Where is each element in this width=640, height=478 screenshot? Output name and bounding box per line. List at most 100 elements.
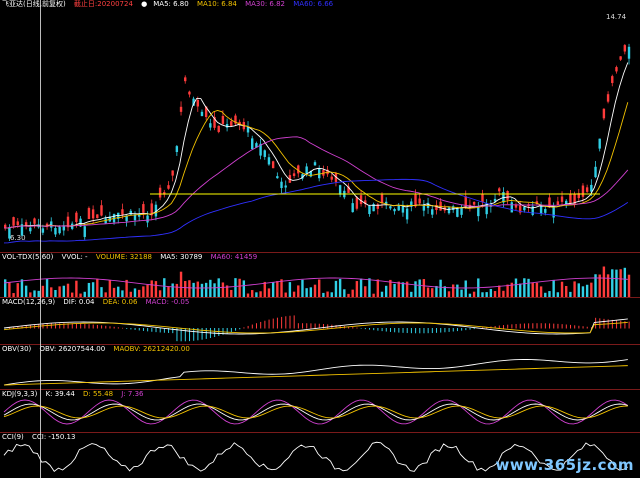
candle-body (615, 67, 618, 72)
volume-bar (271, 282, 275, 297)
macd-bar (616, 320, 618, 329)
volume-bar (611, 269, 614, 297)
candle-body (376, 204, 380, 209)
macd-bar (214, 328, 216, 338)
volume-bar (523, 278, 526, 297)
ma30-value: MA30: 6.82 (245, 0, 285, 8)
end-date: 截止日:20200724 (73, 0, 133, 8)
volume-bar (4, 279, 7, 297)
candle-body (359, 195, 363, 205)
k-value: K: 39.44 (45, 390, 75, 398)
volume-bar (384, 285, 388, 297)
macd-bar (553, 323, 555, 329)
candle-body (518, 205, 522, 213)
cci-panel[interactable]: CCI(9) CCI: -150.13 (0, 433, 640, 478)
candle-body (535, 201, 539, 205)
d-value: D: 55.48 (83, 390, 114, 398)
price-panel[interactable]: 飞亚达(日线,前复权) 截止日:20200724 ● MA5: 6.80 MA10… (0, 0, 640, 252)
macd-bar (189, 328, 191, 342)
kdj-chart[interactable] (0, 390, 640, 432)
candle-body (96, 214, 99, 219)
candle-body (217, 125, 220, 132)
candle-body (271, 161, 275, 169)
macd-bar (59, 323, 61, 329)
macd-panel[interactable]: MACD(12,26,9) DIF: 0.04 DEA: 0.06 MACD: … (0, 298, 640, 344)
macd-bar (80, 323, 82, 329)
volume-bar (288, 282, 292, 297)
macd-bar (239, 328, 241, 330)
ma10-line (3, 102, 629, 229)
volume-bar (347, 293, 350, 297)
volume-bar (171, 283, 174, 297)
candle-body (305, 166, 308, 174)
candle-body (246, 126, 250, 133)
volume-bar (598, 274, 601, 297)
volume-bar (66, 283, 70, 297)
macd-bar (8, 327, 10, 329)
volume-bar (569, 291, 572, 297)
obv-line (3, 359, 628, 386)
volume-bar (200, 283, 204, 297)
volume-bar (539, 286, 543, 297)
macd-bar (63, 323, 65, 329)
candle-body (230, 121, 233, 126)
candle-body (472, 201, 476, 205)
candle-body (79, 218, 82, 227)
volume-bar (50, 287, 53, 297)
macd-bar (151, 328, 153, 332)
vol-indicator-name: VOL-TDX(5,60) (2, 253, 54, 261)
volume-bar (146, 284, 149, 297)
volume-bar (443, 286, 446, 297)
candle-body (384, 201, 388, 204)
kdj-panel[interactable]: KDJ(9,3,3) K: 39.44 D: 55.48 J: 7.36 (0, 390, 640, 432)
volume-bar (585, 284, 589, 297)
macd-bar (276, 317, 278, 329)
price-chart[interactable] (0, 0, 640, 252)
candle-body (66, 216, 70, 228)
volume-chart[interactable] (0, 253, 640, 297)
candle-body (347, 186, 350, 193)
cci-header: CCI(9) CCI: -150.13 (2, 433, 81, 442)
macd-bar (528, 323, 530, 329)
macd-bar (473, 328, 475, 330)
candle-body (54, 228, 57, 235)
volume-bar (100, 287, 103, 297)
candle-body (62, 225, 66, 231)
volume-bar (24, 285, 28, 297)
volume-bar (58, 286, 61, 297)
macd-bar (469, 328, 471, 330)
macd-bar (540, 323, 542, 329)
candle-body (221, 115, 225, 124)
volume-bar (380, 291, 384, 297)
volume-bar (29, 292, 32, 297)
volume-bar (464, 280, 467, 297)
candle-body (498, 188, 501, 192)
candle-body (401, 204, 405, 213)
macd-bar (356, 327, 358, 329)
macd-bar (515, 323, 517, 329)
cci-chart[interactable] (0, 433, 640, 478)
macd-bar (519, 323, 521, 329)
volume-bar (460, 289, 463, 297)
vol-ma5-value: MA5: 30789 (160, 253, 203, 261)
obv-chart[interactable] (0, 345, 640, 389)
macd-bar (419, 328, 421, 334)
d-line (3, 405, 628, 419)
macd-bar (289, 315, 291, 329)
volume-bar (150, 280, 153, 297)
candle-body (334, 173, 338, 182)
stock-name: 飞亚达(日线,前复权) (2, 0, 66, 8)
volume-bar (431, 288, 434, 297)
volume-bar (204, 282, 208, 297)
obv-panel[interactable]: OBV(30) OBV: 26207544.00 MAOBV: 26212420… (0, 345, 640, 389)
candle-body (431, 209, 434, 215)
macd-chart[interactable] (0, 298, 640, 344)
volume-panel[interactable]: VOL-TDX(5,60) VVOL: - VOLUME: 32188 MA5:… (0, 253, 640, 297)
candle-body (175, 146, 179, 153)
macd-bar (431, 328, 433, 334)
macd-bar (138, 328, 140, 331)
macd-bar (109, 326, 111, 329)
candle-body (573, 194, 576, 205)
volume-bar (104, 292, 107, 297)
macd-bar (92, 324, 94, 329)
